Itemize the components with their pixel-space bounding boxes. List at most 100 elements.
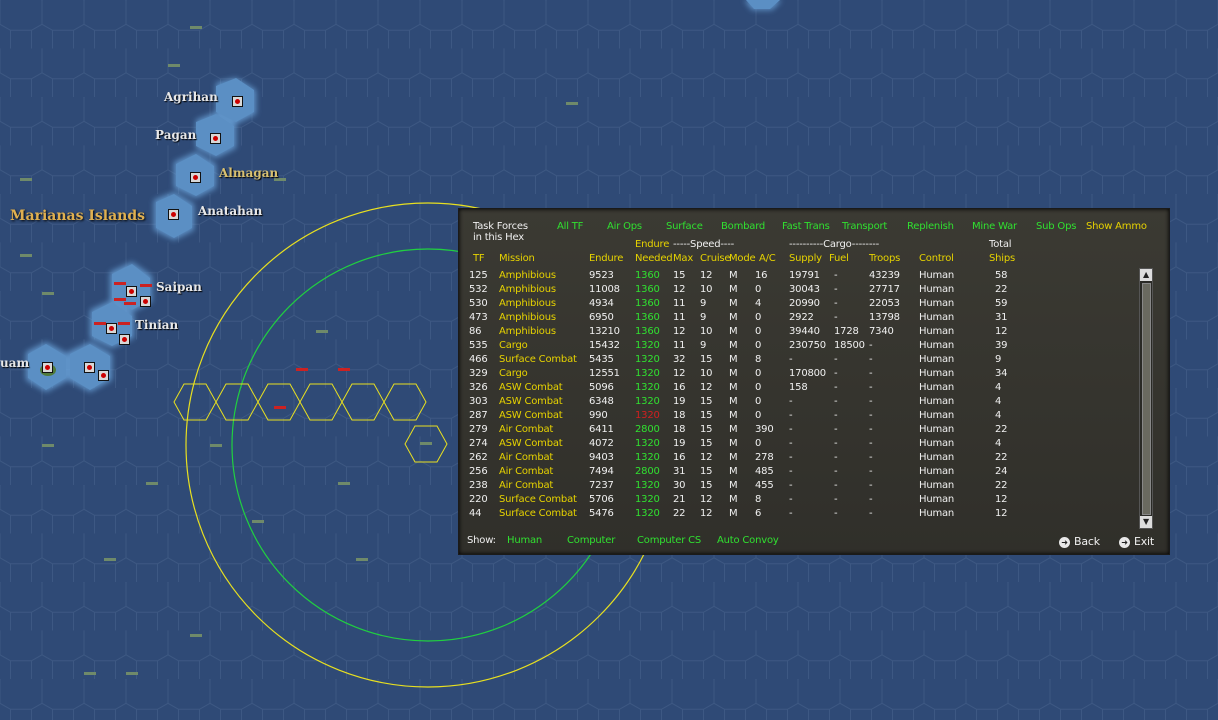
show-auto-convoy-option[interactable]: Auto Convoy	[717, 535, 779, 546]
filter-fast-trans[interactable]: Fast Trans	[782, 221, 830, 232]
filter-air-ops[interactable]: Air Ops	[607, 221, 642, 232]
cell-mission[interactable]: Cargo	[499, 368, 528, 379]
ship-marker-icon[interactable]	[20, 178, 32, 181]
cell-tf[interactable]: 262	[469, 452, 488, 463]
ship-marker-icon[interactable]	[140, 284, 152, 287]
ship-marker-icon[interactable]	[42, 444, 54, 447]
list-scrollbar[interactable]: ▲ ▼	[1139, 268, 1153, 529]
cell-mission[interactable]: Air Combat	[499, 480, 554, 491]
ship-marker-icon[interactable]	[126, 672, 138, 675]
filter-mine-war[interactable]: Mine War	[972, 221, 1017, 232]
cell-mission[interactable]: Amphibious	[499, 298, 556, 309]
ship-marker-icon[interactable]	[274, 178, 286, 181]
cell-tf[interactable]: 44	[469, 508, 482, 519]
table-row[interactable]: 532 Amphibious 11008 1360 12 10 M 0 30043 - 27717 H…	[459, 283, 1139, 297]
base-icon-guam-south[interactable]	[98, 370, 109, 381]
ship-marker-icon[interactable]	[94, 322, 106, 325]
table-row[interactable]: 220 Surface Combat 5706 1320 21 12 M 8 - - - Human 1…	[459, 493, 1139, 507]
base-icon-tinian-south[interactable]	[119, 334, 130, 345]
ship-marker-icon[interactable]	[338, 482, 350, 485]
ship-marker-icon[interactable]	[114, 282, 126, 285]
ship-marker-icon[interactable]	[566, 102, 578, 105]
cell-tf[interactable]: 86	[469, 326, 482, 337]
filter-all-tf[interactable]: All TF	[557, 221, 584, 232]
show-computer-option[interactable]: Computer	[567, 535, 616, 546]
table-row[interactable]: 326 ASW Combat 5096 1320 16 12 M 0 158 - - Human 4	[459, 381, 1139, 395]
filter-surface[interactable]: Surface	[666, 221, 703, 232]
ship-marker-icon[interactable]	[104, 558, 116, 561]
base-icon-pagan[interactable]	[210, 133, 221, 144]
cell-mission[interactable]: ASW Combat	[499, 396, 563, 407]
header-mode[interactable]: Mode	[729, 253, 756, 264]
ship-marker-icon[interactable]	[124, 302, 136, 305]
cell-tf[interactable]: 220	[469, 494, 488, 505]
cell-mission[interactable]: ASW Combat	[499, 410, 563, 421]
header-ac[interactable]: A/C	[759, 253, 776, 264]
cell-tf[interactable]: 535	[469, 340, 488, 351]
ship-marker-icon[interactable]	[420, 442, 432, 445]
ship-marker-icon[interactable]	[316, 330, 328, 333]
base-icon-agrihan[interactable]	[232, 96, 243, 107]
table-row[interactable]: 256 Air Combat 7494 2800 31 15 M 485 - - - Human 24	[459, 465, 1139, 479]
header-supply[interactable]: Supply	[789, 253, 822, 264]
ship-marker-icon[interactable]	[190, 26, 202, 29]
scroll-down-arrow-icon[interactable]: ▼	[1140, 516, 1152, 528]
scroll-thumb[interactable]	[1142, 283, 1151, 515]
cell-mission[interactable]: Amphibious	[499, 326, 556, 337]
cell-mission[interactable]: Amphibious	[499, 270, 556, 281]
filter-sub-ops[interactable]: Sub Ops	[1036, 221, 1077, 232]
location-label-anatahan[interactable]: Anatahan	[198, 204, 263, 218]
header-fuel[interactable]: Fuel	[829, 253, 849, 264]
ship-marker-icon[interactable]	[114, 298, 126, 301]
ship-marker-icon[interactable]	[20, 254, 32, 257]
cell-tf[interactable]: 256	[469, 466, 488, 477]
location-label-agrihan[interactable]: Agrihan	[164, 90, 218, 104]
scroll-up-arrow-icon[interactable]: ▲	[1140, 269, 1152, 281]
show-human-option[interactable]: Human	[507, 535, 543, 546]
show-ammo-toggle[interactable]: Show Ammo	[1086, 221, 1147, 232]
table-row[interactable]: 303 ASW Combat 6348 1320 19 15 M 0 - - - Human 4	[459, 395, 1139, 409]
location-label-guam[interactable]: uam	[0, 356, 30, 370]
cell-tf[interactable]: 287	[469, 410, 488, 421]
filter-bombard[interactable]: Bombard	[721, 221, 766, 232]
table-row[interactable]: 535 Cargo 15432 1320 11 9 M 0 230750 18500- Human 3…	[459, 339, 1139, 353]
table-row[interactable]: 86 Amphibious 13210 1360 12 10 M 0 39440 1728 7340…	[459, 325, 1139, 339]
cell-tf[interactable]: 466	[469, 354, 488, 365]
ship-marker-icon[interactable]	[190, 634, 202, 637]
cell-tf[interactable]: 125	[469, 270, 488, 281]
cell-tf[interactable]: 326	[469, 382, 488, 393]
ship-marker-icon[interactable]	[168, 64, 180, 67]
ship-marker-icon[interactable]	[42, 292, 54, 295]
cell-mission[interactable]: Cargo	[499, 340, 528, 351]
header-mission[interactable]: Mission	[499, 253, 535, 264]
cell-tf[interactable]: 274	[469, 438, 488, 449]
cell-mission[interactable]: Air Combat	[499, 466, 554, 477]
cell-tf[interactable]: 329	[469, 368, 488, 379]
cell-mission[interactable]: Surface Combat	[499, 508, 577, 519]
cell-mission[interactable]: Surface Combat	[499, 354, 577, 365]
ship-marker-icon[interactable]	[338, 368, 350, 371]
show-computer-cs-option[interactable]: Computer CS	[637, 535, 702, 546]
table-row[interactable]: 329 Cargo 12551 1320 12 10 M 0 170800- - Human 34	[459, 367, 1139, 381]
header-endure[interactable]: Endure	[589, 253, 624, 264]
cell-tf[interactable]: 303	[469, 396, 488, 407]
base-icon-guam[interactable]	[42, 362, 53, 373]
cell-mission[interactable]: ASW Combat	[499, 382, 563, 393]
table-row[interactable]: 530 Amphibious 4934 1360 11 9 M 4 20990 - 22053 Hum…	[459, 297, 1139, 311]
base-icon-saipan-south[interactable]	[140, 296, 151, 307]
table-row[interactable]: 279 Air Combat 6411 2800 18 15 M 390 - - - Human 22	[459, 423, 1139, 437]
location-label-pagan[interactable]: Pagan	[155, 128, 197, 142]
ship-marker-icon[interactable]	[296, 368, 308, 371]
cell-mission[interactable]: Amphibious	[499, 312, 556, 323]
ship-marker-icon[interactable]	[356, 558, 368, 561]
cell-mission[interactable]: Amphibious	[499, 284, 556, 295]
cell-tf[interactable]: 473	[469, 312, 488, 323]
header-cruise[interactable]: Cruise	[700, 253, 731, 264]
header-max[interactable]: Max	[673, 253, 694, 264]
cell-tf[interactable]: 530	[469, 298, 488, 309]
base-icon-tinian[interactable]	[106, 323, 117, 334]
header-ships[interactable]: Ships	[989, 253, 1016, 264]
exit-button[interactable]: ➜ Exit	[1119, 535, 1154, 548]
location-label-tinian[interactable]: Tinian	[135, 318, 179, 332]
header-tf[interactable]: TF	[473, 253, 485, 264]
